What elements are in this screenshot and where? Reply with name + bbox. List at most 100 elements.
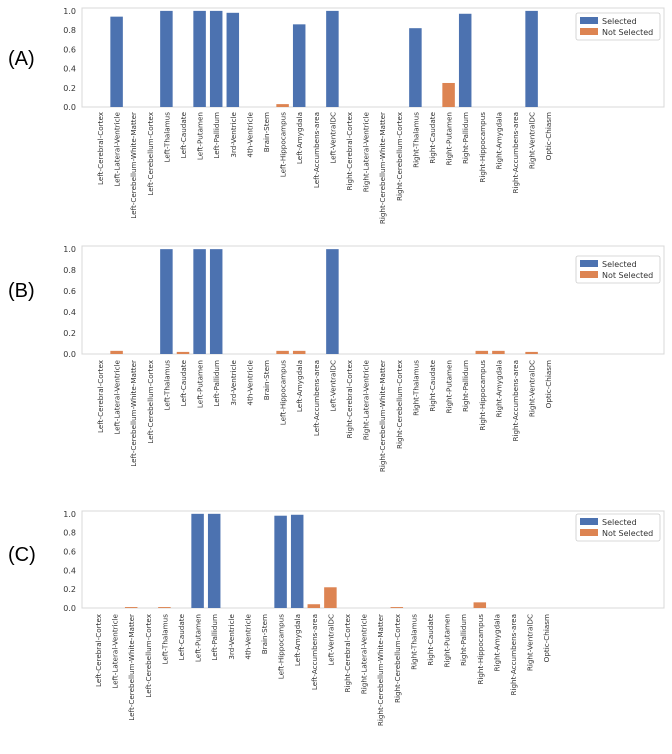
x-tick-label: Right-Amygdala — [492, 614, 501, 671]
legend-label: Selected — [602, 260, 637, 269]
x-tick-label: Right-Lateral-Ventricle — [360, 613, 369, 694]
panel-label: (B) — [8, 280, 35, 302]
bar-not-selected-left-lateral-ventricle — [110, 350, 123, 354]
y-tick-label: 0.0 — [63, 103, 76, 112]
x-tick-label: Right-Hippocampus — [476, 614, 485, 685]
x-tick-label: Left-Amygdala — [295, 360, 304, 412]
y-tick-label: 0.4 — [63, 566, 76, 575]
y-tick-label: 0.6 — [63, 45, 76, 54]
bar-selected-left-amygdala — [292, 24, 306, 107]
y-tick-label: 0.6 — [63, 547, 76, 556]
x-tick-label: Left-Lateral-Ventricle — [113, 111, 122, 186]
x-tick-label: Right-Thalamus — [409, 614, 418, 670]
y-tick-label: 0.0 — [63, 604, 76, 613]
x-tick-label: Left-VentralDC — [326, 614, 335, 666]
x-tick-label: 3rd-Ventricle — [229, 359, 238, 405]
x-tick-label: Right-Putamen — [445, 112, 454, 166]
x-tick-label: Right-Cerebellum-Cortex — [395, 111, 404, 201]
legend-swatch-not-selected — [580, 28, 598, 35]
x-tick-label: Right-Thalamus — [411, 112, 420, 168]
bar-selected-left-lateral-ventricle — [110, 16, 123, 108]
axes-frame — [81, 510, 665, 609]
x-tick-label: Right-Lateral-Ventricle — [362, 359, 371, 440]
x-tick-label: Right-VentralDC — [526, 614, 535, 671]
bar-selected-3rd-ventricle — [226, 12, 240, 108]
x-tick-label: Left-Hippocampus — [279, 360, 288, 426]
bar-not-selected-left-cerebellum-white-matter — [124, 607, 138, 608]
chart-panel-2: 0.0 0.2 0.4 0.6 0.8 1.0 Left-Cerebral-Cortex Le… — [8, 245, 665, 472]
bar-not-selected-left-amygdala — [292, 350, 306, 354]
x-tick-label: 4th-Ventricle — [245, 111, 254, 157]
bar-not-selected-right-cerebellum-cortex — [390, 607, 404, 608]
bar-selected-left-thalamus — [160, 249, 173, 354]
x-tick-label: Right-Cerebral-Cortex — [345, 111, 354, 190]
legend: Selected Not Selected — [575, 513, 661, 542]
x-tick-label: Right-Cerebellum-White-Matter — [378, 360, 387, 472]
x-tick-label: Right-Hippocampus — [478, 112, 487, 183]
bar-selected-left-amygdala — [290, 514, 304, 608]
y-tick-label: 0.4 — [63, 308, 76, 317]
bar-not-selected-left-caudate — [176, 351, 190, 354]
x-tick-label: Right-Lateral-Ventricle — [362, 111, 371, 192]
axes-frame — [81, 7, 665, 108]
x-tick-label: Right-Cerebellum-Cortex — [395, 359, 404, 449]
x-tick-label: Left-VentralDC — [328, 112, 337, 164]
x-tick-label: Right-Caudate — [428, 359, 437, 411]
bar-not-selected-right-putamen — [442, 82, 455, 107]
x-tick-label: Left-Accumbens-area — [312, 112, 321, 188]
panel-label: (A) — [8, 48, 35, 70]
x-tick-label: Left-Hippocampus — [277, 614, 286, 680]
x-tick-label: Left-Thalamus — [162, 360, 171, 411]
bar-not-selected-left-hippocampus — [276, 104, 289, 107]
y-tick-label: 0.8 — [63, 266, 76, 275]
bar-selected-left-pallidum — [209, 10, 223, 107]
bar-selected-right-thalamus — [409, 28, 422, 108]
x-tick-label: Right-Putamen — [445, 360, 454, 414]
x-tick-label: Left-Cerebellum-White-Matter — [129, 112, 138, 219]
x-tick-label: Left-Cerebellum-Cortex — [144, 613, 153, 697]
x-tick-label: Right-Caudate — [428, 111, 437, 163]
legend-swatch-selected — [580, 17, 598, 24]
x-tick-label: Right-Pallidum — [461, 112, 470, 164]
x-tick-label: Right-Putamen — [443, 614, 452, 668]
x-tick-label: Right-Cerebellum-White-Matter — [378, 112, 387, 224]
x-tick-label: Left-Hippocampus — [279, 112, 288, 178]
x-tick-label: Right-Accumbens-area — [511, 360, 520, 442]
x-tick-label: Left-Accumbens-area — [310, 614, 319, 690]
x-tick-label: Left-Caudate — [179, 359, 188, 406]
bar-not-selected-left-accumbens-area — [307, 604, 321, 608]
y-tick-label: 0.0 — [63, 350, 76, 359]
x-tick-label: Right-Cerebral-Cortex — [343, 613, 352, 692]
bar-not-selected-right-ventraldc — [525, 351, 538, 354]
x-tick-label: Left-Pallidum — [212, 112, 221, 159]
x-tick-label: Left-Cerebellum-Cortex — [146, 111, 155, 195]
bar-selected-left-pallidum — [207, 513, 221, 608]
bar-selected-left-putamen — [193, 10, 206, 107]
x-tick-label: Left-Pallidum — [212, 360, 221, 407]
y-tick-label: 0.2 — [63, 329, 76, 338]
bar-selected-left-pallidum — [209, 249, 223, 354]
y-tick-label: 0.2 — [63, 84, 76, 93]
chart-panel-1: 0.0 0.2 0.4 0.6 0.8 1.0 Left-Cerebral-Cortex Le… — [8, 7, 665, 224]
x-tick-label: Right-Hippocampus — [478, 360, 487, 431]
x-tick-label: Left-Putamen — [194, 614, 203, 662]
x-tick-label: Right-Pallidum — [461, 360, 470, 412]
x-tick-label: Left-Putamen — [196, 112, 205, 160]
x-tick-label: Right-Pallidum — [459, 614, 468, 666]
x-tick-label: Brain-Stem — [260, 614, 269, 654]
bar-selected-left-thalamus — [160, 10, 173, 107]
bar-not-selected-left-thalamus — [158, 607, 171, 608]
bar-selected-right-ventraldc — [525, 10, 538, 107]
x-tick-label: Right-Cerebral-Cortex — [345, 359, 354, 438]
x-tick-label: Right-Cerebellum-Cortex — [393, 613, 402, 703]
legend-swatch-selected — [580, 518, 598, 525]
x-tick-label: Left-Thalamus — [162, 112, 171, 163]
y-tick-label: 1.0 — [63, 7, 76, 16]
x-tick-label: Left-Cerebellum-White-Matter — [127, 614, 136, 721]
legend-label: Selected — [602, 17, 637, 26]
legend: Selected Not Selected — [575, 12, 661, 41]
x-tick-label: Right-VentralDC — [528, 112, 537, 169]
y-tick-label: 1.0 — [63, 510, 76, 519]
x-tick-label: Right-Amygdala — [494, 360, 503, 417]
